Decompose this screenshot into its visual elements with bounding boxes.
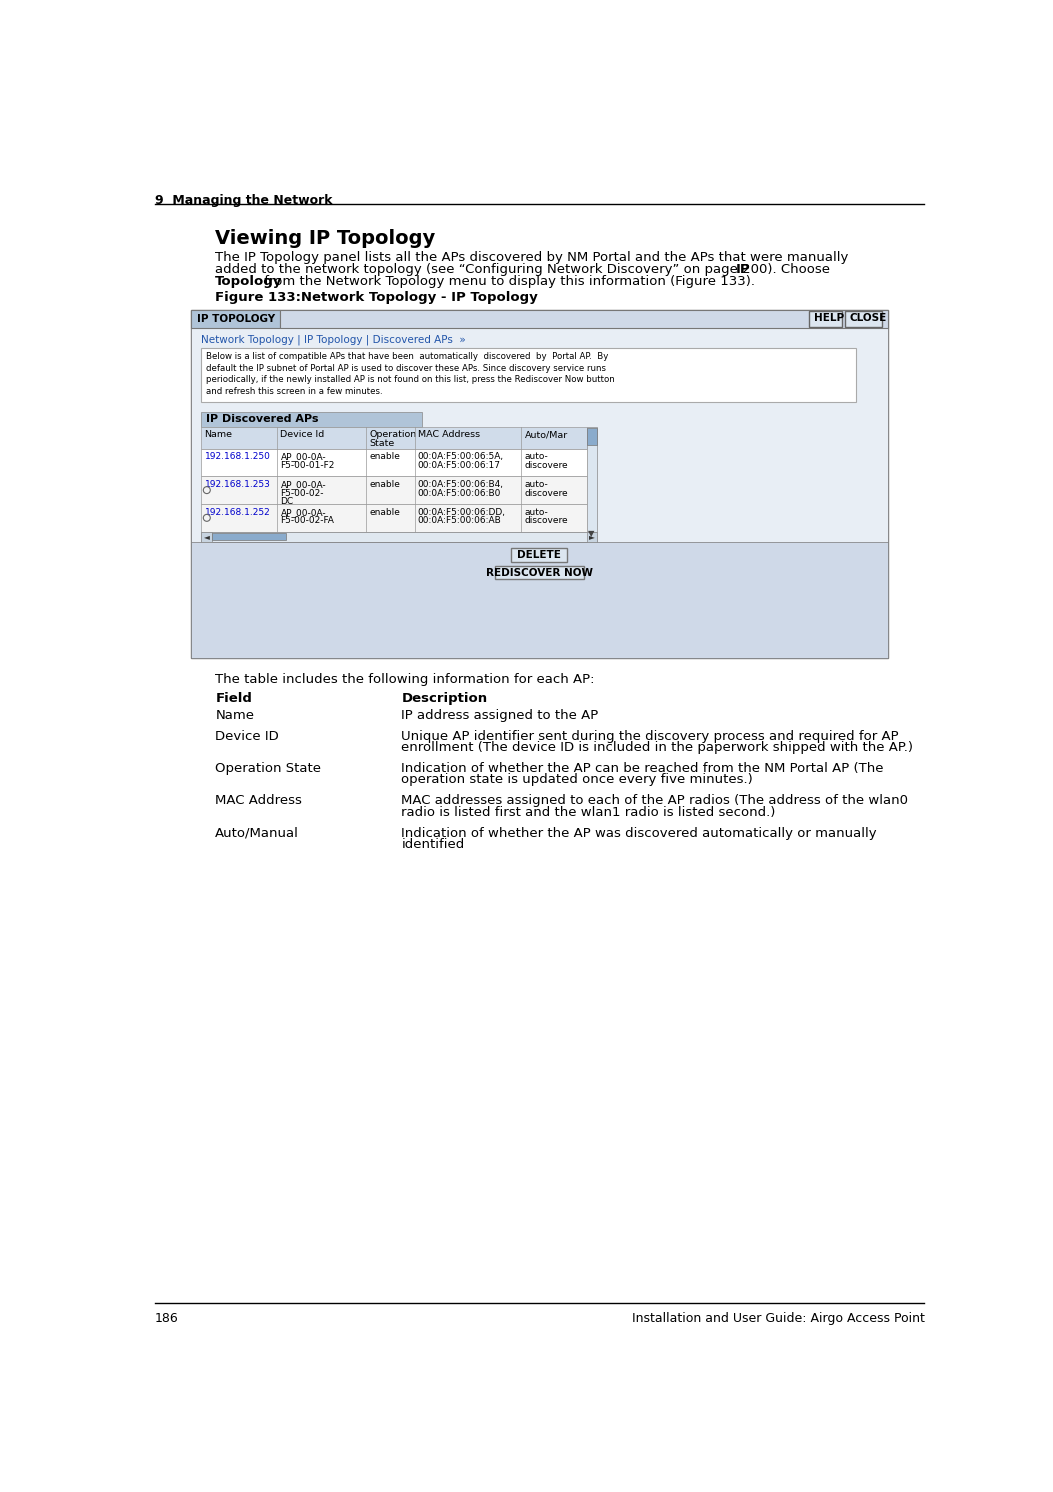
Text: 00:0A:F5:00:06:AB: 00:0A:F5:00:06:AB bbox=[418, 516, 501, 525]
Text: MAC Address: MAC Address bbox=[418, 430, 480, 439]
Text: AP_00-0A-: AP_00-0A- bbox=[280, 507, 326, 516]
Text: 9  Managing the Network: 9 Managing the Network bbox=[155, 194, 333, 207]
Text: default the IP subnet of Portal AP is used to discover these APs. Since discover: default the IP subnet of Portal AP is us… bbox=[206, 364, 607, 373]
Text: F5-00-02-FA: F5-00-02-FA bbox=[280, 516, 334, 525]
Bar bbox=[512, 548, 568, 561]
Text: added to the network topology (see “Configuring Network Discovery” on page 200).: added to the network topology (see “Conf… bbox=[215, 263, 835, 276]
Text: Unique AP identifier sent during the discovery process and required for AP: Unique AP identifier sent during the dis… bbox=[401, 730, 899, 743]
Text: Indication of whether the AP was discovered automatically or manually: Indication of whether the AP was discove… bbox=[401, 827, 877, 840]
Text: DC: DC bbox=[280, 497, 294, 506]
Bar bbox=[495, 565, 584, 579]
Text: ▼: ▼ bbox=[588, 530, 595, 539]
Text: discovere: discovere bbox=[524, 488, 569, 497]
Bar bbox=[280, 310, 888, 328]
Text: MAC Address: MAC Address bbox=[215, 794, 302, 807]
Bar bbox=[201, 531, 597, 542]
Text: 192.168.1.252: 192.168.1.252 bbox=[204, 507, 271, 516]
Text: 192.168.1.253: 192.168.1.253 bbox=[204, 480, 271, 489]
Bar bbox=[191, 310, 280, 328]
Text: Name: Name bbox=[204, 430, 233, 439]
Text: MAC addresses assigned to each of the AP radios (The address of the wlan0: MAC addresses assigned to each of the AP… bbox=[401, 794, 909, 807]
Bar bbox=[201, 427, 587, 449]
Bar bbox=[201, 531, 213, 542]
Text: 186: 186 bbox=[155, 1313, 179, 1325]
Text: ►: ► bbox=[589, 533, 595, 542]
Text: Description: Description bbox=[401, 692, 488, 704]
Text: IP Discovered APs: IP Discovered APs bbox=[206, 413, 318, 424]
Text: 00:0A:F5:00:06:5A,: 00:0A:F5:00:06:5A, bbox=[418, 452, 503, 461]
Text: auto-: auto- bbox=[524, 480, 549, 489]
Text: IP address assigned to the AP: IP address assigned to the AP bbox=[401, 709, 598, 722]
Text: REDISCOVER NOW: REDISCOVER NOW bbox=[485, 568, 593, 577]
Text: F5-00-02-: F5-00-02- bbox=[280, 488, 324, 497]
Text: AP_00-0A-: AP_00-0A- bbox=[280, 480, 326, 489]
Text: Indication of whether the AP can be reached from the NM Portal AP (The: Indication of whether the AP can be reac… bbox=[401, 762, 883, 774]
Text: 00:0A:F5:00:06:17: 00:0A:F5:00:06:17 bbox=[418, 461, 500, 470]
Text: Device Id: Device Id bbox=[280, 430, 324, 439]
Bar bbox=[588, 428, 597, 445]
Bar bbox=[213, 533, 285, 540]
Text: Auto/Manual: Auto/Manual bbox=[215, 827, 299, 840]
Text: Field: Field bbox=[215, 692, 253, 704]
Text: 00:0A:F5:00:06:B0: 00:0A:F5:00:06:B0 bbox=[418, 488, 501, 497]
Bar bbox=[809, 312, 841, 327]
Text: and refresh this screen in a few minutes.: and refresh this screen in a few minutes… bbox=[206, 386, 382, 395]
Text: F5-00-01-F2: F5-00-01-F2 bbox=[280, 461, 335, 470]
Bar bbox=[191, 542, 888, 658]
Bar bbox=[587, 531, 597, 542]
Text: 00:0A:F5:00:06:DD,: 00:0A:F5:00:06:DD, bbox=[418, 507, 505, 516]
Bar bbox=[587, 427, 597, 531]
Text: State: State bbox=[370, 439, 395, 448]
Text: periodically, if the newly installed AP is not found on this list, press the Red: periodically, if the newly installed AP … bbox=[206, 376, 615, 385]
Bar bbox=[845, 312, 881, 327]
Text: CLOSE: CLOSE bbox=[850, 313, 887, 324]
Text: The IP Topology panel lists all the APs discovered by NM Portal and the APs that: The IP Topology panel lists all the APs … bbox=[215, 252, 849, 264]
Text: enable: enable bbox=[370, 452, 400, 461]
Text: radio is listed first and the wlan1 radio is listed second.): radio is listed first and the wlan1 radi… bbox=[401, 806, 776, 819]
Text: identified: identified bbox=[401, 839, 464, 850]
Text: enable: enable bbox=[370, 480, 400, 489]
Text: Network Topology | IP Topology | Discovered APs  »: Network Topology | IP Topology | Discove… bbox=[201, 334, 466, 345]
Text: from the Network Topology menu to display this information (Figure 133).: from the Network Topology menu to displa… bbox=[259, 275, 755, 288]
Text: ◄: ◄ bbox=[203, 533, 210, 542]
Bar bbox=[201, 476, 587, 504]
Text: discovere: discovere bbox=[524, 461, 569, 470]
Text: Network Topology - IP Topology: Network Topology - IP Topology bbox=[286, 291, 537, 304]
Text: discovere: discovere bbox=[524, 516, 569, 525]
Text: IP: IP bbox=[736, 263, 751, 276]
Bar bbox=[191, 328, 888, 658]
Text: AP_00-0A-: AP_00-0A- bbox=[280, 452, 326, 461]
Text: 00:0A:F5:00:06:B4,: 00:0A:F5:00:06:B4, bbox=[418, 480, 503, 489]
Bar bbox=[191, 310, 888, 658]
Text: HELP: HELP bbox=[814, 313, 845, 324]
Text: Operation State: Operation State bbox=[215, 762, 321, 774]
Text: 192.168.1.250: 192.168.1.250 bbox=[204, 452, 271, 461]
Text: enable: enable bbox=[370, 507, 400, 516]
Text: Installation and User Guide: Airgo Access Point: Installation and User Guide: Airgo Acces… bbox=[632, 1313, 925, 1325]
Text: Figure 133:: Figure 133: bbox=[215, 291, 301, 304]
Text: Device ID: Device ID bbox=[215, 730, 279, 743]
Text: The table includes the following information for each AP:: The table includes the following informa… bbox=[215, 673, 595, 686]
Text: Auto/Mar: Auto/Mar bbox=[524, 430, 568, 439]
Bar bbox=[201, 349, 856, 403]
Text: enrollment (The device ID is included in the paperwork shipped with the AP.): enrollment (The device ID is included in… bbox=[401, 742, 913, 753]
Text: DELETE: DELETE bbox=[517, 551, 561, 560]
Text: IP TOPOLOGY: IP TOPOLOGY bbox=[197, 313, 275, 324]
Bar bbox=[201, 504, 587, 531]
Bar bbox=[201, 412, 422, 427]
Text: Name: Name bbox=[215, 709, 255, 722]
Text: Topology: Topology bbox=[215, 275, 282, 288]
Text: Below is a list of compatible APs that have been  automatically  discovered  by : Below is a list of compatible APs that h… bbox=[206, 352, 609, 361]
Text: operation state is updated once every five minutes.): operation state is updated once every fi… bbox=[401, 773, 753, 786]
Text: Operation: Operation bbox=[370, 430, 417, 439]
Text: auto-: auto- bbox=[524, 452, 549, 461]
Text: auto-: auto- bbox=[524, 507, 549, 516]
Bar bbox=[201, 449, 587, 476]
Text: Viewing IP Topology: Viewing IP Topology bbox=[215, 230, 436, 248]
